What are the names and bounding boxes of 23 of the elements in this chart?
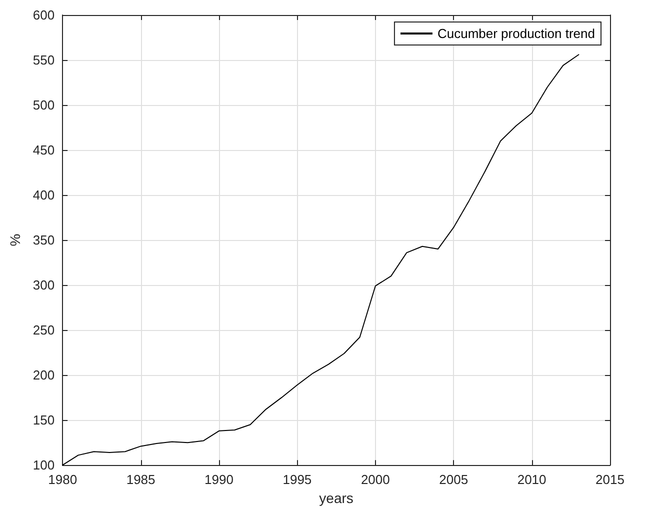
x-tick-label: 2015: [596, 472, 624, 488]
y-tick-label: 400: [32, 188, 55, 203]
y-tick-label: 250: [32, 322, 55, 338]
legend-label: Cucumber production trend: [437, 26, 595, 41]
x-tick-label: 1985: [126, 472, 156, 488]
x-tick-label: 2000: [360, 472, 390, 488]
x-tick-label: 1990: [204, 472, 234, 488]
y-tick-label: 350: [32, 232, 55, 248]
y-tick-label: 300: [32, 278, 55, 293]
line-series: [62, 54, 580, 466]
y-tick-label: 450: [32, 142, 55, 158]
y-tick-label: 200: [32, 368, 55, 383]
y-tick-label: 150: [32, 412, 55, 428]
y-tick-label: 500: [32, 98, 55, 113]
y-tick-label: 550: [32, 52, 55, 68]
x-tick-label: 2005: [439, 472, 468, 488]
y-tick-label: 100: [32, 458, 55, 473]
x-tick-label: 1980: [48, 472, 78, 488]
x-tick-label: 1995: [282, 472, 312, 488]
y-tick-label: 600: [32, 8, 55, 22]
x-axis-title: years: [319, 490, 354, 506]
y-axis-title: %: [7, 234, 23, 246]
x-tick-label: 2010: [517, 472, 546, 488]
